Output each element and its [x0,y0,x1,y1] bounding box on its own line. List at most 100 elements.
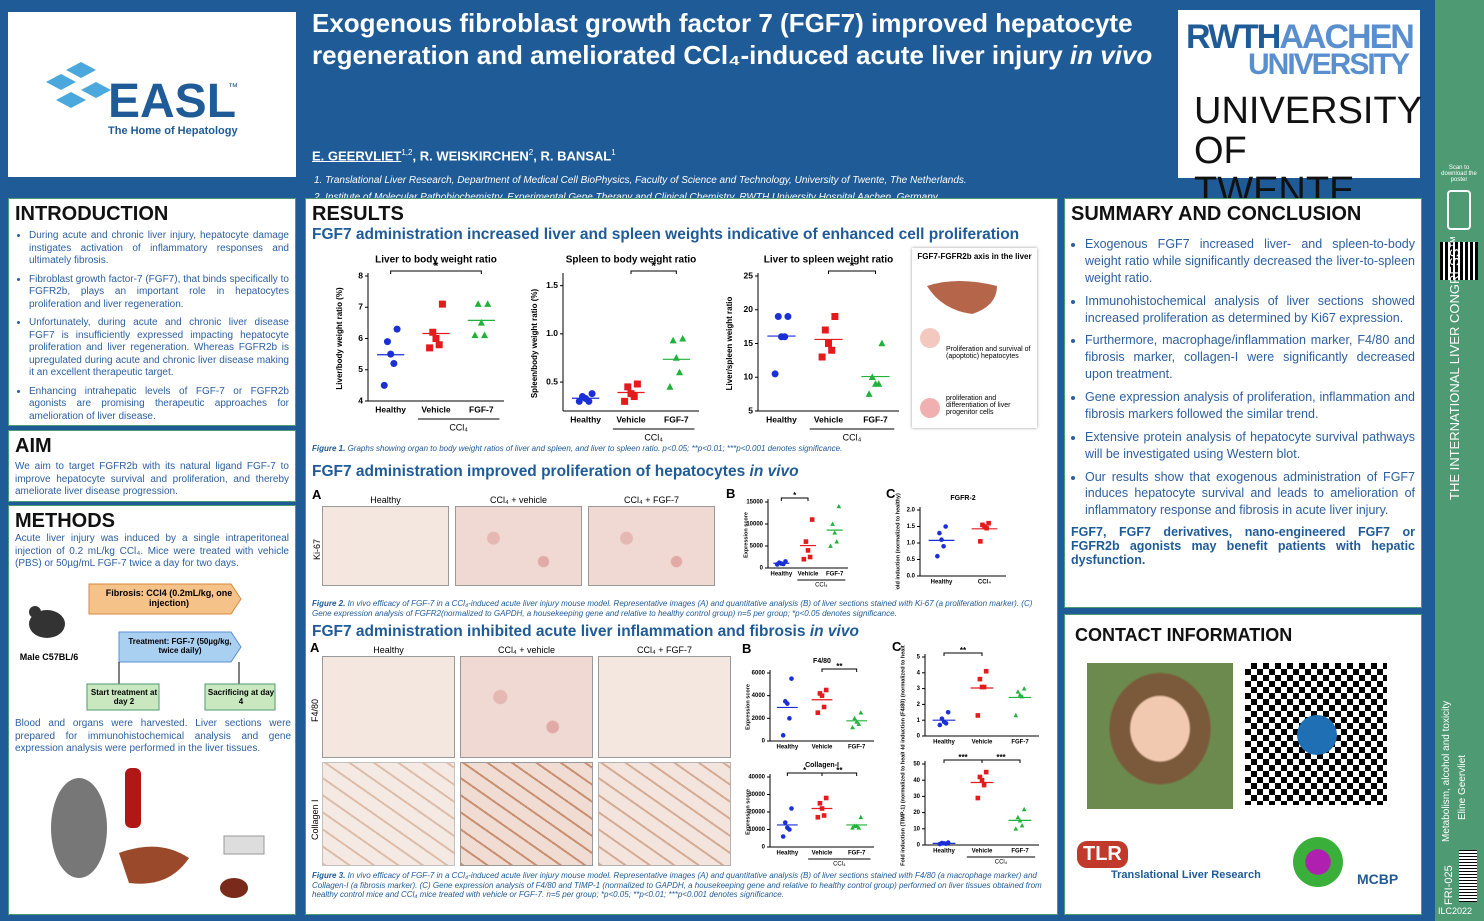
y-tick-label: 15 [744,338,754,348]
photo [1087,663,1233,809]
point [575,397,583,405]
liver-icon [927,281,997,314]
chart: FGFR-2 Fold induction (normalized to heal… [895,493,1006,590]
col-label: CCl₄ + FGF-7 [624,495,679,505]
chart: F4/80 Expression score 0 2000 4000 6000 Health… [745,658,874,751]
point [935,553,940,559]
point [854,823,859,828]
point [878,339,886,347]
flow-step: Fibrosis: CCl4 (0.2mL/kg, one injection) [105,588,233,608]
contact-panel: CONTACT INFORMATION TLR Translational Li… [1064,614,1422,915]
significance-bracket [821,772,858,776]
point [809,517,815,522]
section-title: FGF7 administration improved proliferati… [312,463,799,481]
point [821,704,827,710]
x-tick-label: Vehicle [616,414,646,424]
bullet: Exogenous FGF7 increased liver- and sple… [1085,236,1415,287]
sidebar: Scan to download the poster THE INTERNAT… [1435,0,1484,921]
methods-text: Acute liver injury was induced by a sing… [15,533,289,569]
tm: ™ [228,82,238,93]
point [943,721,949,726]
col-label: CCl₄ + vehicle [490,495,547,505]
affiliation: 1. Translational Liver Research, Departm… [314,175,967,186]
point [803,539,809,544]
point [1019,823,1025,828]
point [666,383,674,390]
y-tick-label: 10 [744,372,754,382]
group-label: CCl₄ [833,862,846,868]
heading: METHODS [15,510,115,532]
caption: Figure 3. In vivo efficacy of FGF-7 in a… [312,871,1052,900]
significance: ** [960,646,967,655]
point [937,722,943,728]
y-tick-label: 25 [744,270,754,280]
axis-box: FGF7-FGFR2b axis in the liver Proliferat… [912,248,1037,428]
point [836,503,842,509]
point [850,825,855,830]
fig-label: Figure 2. [312,599,346,608]
micrograph [322,762,455,866]
y-tick-label: 0 [762,739,766,745]
mouse-label: Male C57BL/6 [19,652,79,662]
point [435,341,443,349]
methods-text: Blood and organs were harvested. Liver s… [15,718,291,754]
caption: Figure 1. Graphs showing organ to body w… [312,444,1052,454]
rwth2: AACHEN [1279,18,1414,56]
panel-letter: A [312,487,322,502]
row-label: Collagen I [310,799,320,840]
point [676,368,684,376]
fig-label: Figure 1. [312,444,346,453]
qr-code [1440,242,1478,280]
flow-step: Sacrificing at day 4 [207,688,275,706]
significance-bracket [828,270,876,274]
panel-letter: C [892,639,902,654]
point [621,397,629,405]
significance-bracket [630,270,677,274]
point [1017,692,1023,697]
section-text: FGF7 administration improved proliferati… [312,463,746,480]
significance-bracket [981,759,1021,763]
fig-label: Figure 3. [312,871,346,880]
significance: * [434,259,439,273]
x-tick-label: FGF-7 [664,414,689,424]
x-tick-label: Healthy [931,580,953,586]
significance: ** [836,766,843,775]
y-tick-label: 1.0 [546,328,558,338]
bullet: Furthermore, macrophage/inflammation mar… [1085,332,1415,383]
y-tick-label: 20 [913,810,920,816]
x-tick-label: FGF-7 [1011,740,1029,746]
significance: ** [836,662,843,671]
point [945,710,951,715]
point [387,350,395,358]
y-tick-label: 0 [760,566,764,572]
chart-title: Liver to spleen weight ratio [764,255,893,266]
tlr-logo: TLR [1077,841,1128,868]
section-title: FGF7 administration inhibited acute live… [312,623,859,641]
x-tick-label: FGF-7 [469,404,494,414]
point [393,325,401,333]
x-tick-label: Vehicle [421,404,451,414]
point [825,340,832,347]
x-tick-label: FGF-7 [826,572,844,578]
point [975,713,981,718]
point [856,721,862,726]
point [633,380,641,388]
point [821,813,827,818]
point [781,561,786,567]
y-axis-label: Fold induction (TIMP-1) (normalized to h… [900,752,906,866]
x-tick-label: Healthy [570,414,601,424]
axis-item: proliferation and differentiation of liv… [946,395,1011,416]
point [977,774,983,780]
y-tick-label: 30 [913,794,920,800]
point [1021,686,1027,691]
significance: *** [958,753,968,762]
col-label: Healthy [373,645,404,655]
bullet: Enhancing intrahepatic levels of FGF-7 o… [29,386,289,424]
col-label: CCl₄ + vehicle [498,645,555,655]
point [471,331,479,339]
chart: Fold induction (F4/80) (normalized to he… [900,645,1039,750]
section-title: FGF7 administration increased liver and … [312,226,1020,243]
section-text: FGF7 administration inhibited acute live… [312,623,806,640]
rwth3: UNIVERSITY [1248,48,1410,81]
micrograph [598,762,731,866]
